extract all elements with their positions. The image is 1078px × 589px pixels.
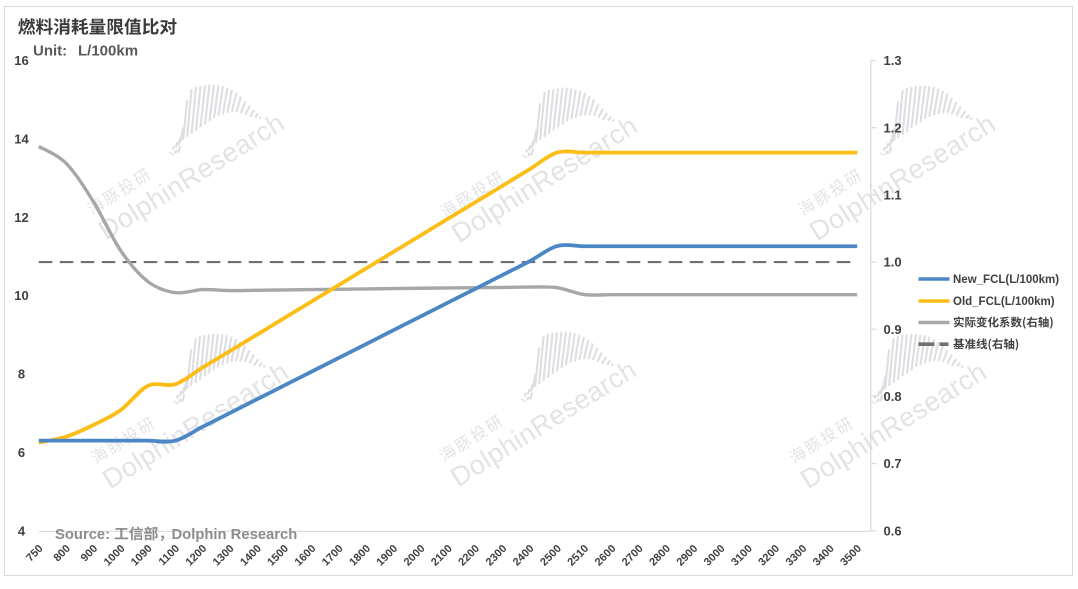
- svg-text:1.0: 1.0: [884, 255, 902, 270]
- svg-text:10: 10: [14, 288, 28, 303]
- svg-text:Dolphin Research: Dolphin Research: [172, 527, 298, 543]
- svg-text:1.2: 1.2: [884, 120, 902, 135]
- svg-text:0.9: 0.9: [884, 322, 902, 337]
- svg-text:6: 6: [18, 445, 25, 460]
- svg-text:New_FCL(L/100km): New_FCL(L/100km): [953, 274, 1059, 286]
- svg-text:14: 14: [14, 132, 29, 147]
- svg-text:Source:: Source:: [55, 527, 110, 543]
- svg-text:Unit:: Unit:: [33, 43, 67, 60]
- svg-text:0.6: 0.6: [884, 523, 902, 538]
- svg-text:Old_FCL(L/100km): Old_FCL(L/100km): [953, 296, 1055, 308]
- svg-text:8: 8: [18, 367, 25, 382]
- svg-text:L/100km: L/100km: [78, 43, 138, 60]
- svg-text:16: 16: [14, 53, 28, 68]
- svg-text:1.3: 1.3: [884, 53, 902, 68]
- svg-text:0.7: 0.7: [884, 456, 902, 471]
- svg-text:12: 12: [14, 210, 28, 225]
- svg-text:0.8: 0.8: [884, 389, 902, 404]
- svg-text:4: 4: [18, 523, 26, 538]
- svg-text:1.1: 1.1: [884, 188, 902, 203]
